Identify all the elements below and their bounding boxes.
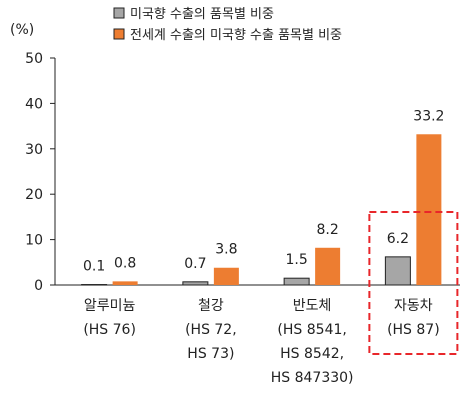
x-tick-label: (HS 72,	[185, 322, 237, 338]
bar	[315, 247, 341, 285]
data-label: 33.2	[413, 108, 444, 124]
bar	[283, 277, 310, 286]
data-label: 8.2	[316, 222, 338, 238]
x-tick-label: 자동차	[394, 298, 433, 314]
y-tick-label: 0	[34, 278, 43, 294]
bars: 0.1 0.8 0.7 3.8 1.5 8.2 6.2 33.2	[81, 108, 444, 286]
x-tick-label: (HS 87)	[387, 322, 440, 338]
y-tick-label: 40	[25, 96, 43, 112]
legend-swatch	[113, 7, 125, 19]
x-tick-label: HS 847330)	[271, 370, 354, 386]
x-tick-label: 반도체	[293, 298, 332, 314]
bar	[81, 284, 108, 286]
x-tick-label: 알루미늄	[84, 298, 136, 314]
highlight-group	[368, 211, 459, 355]
x-tick-label: 철강	[198, 298, 224, 314]
legend-label: 전세계 수출의 미국향 수출 품목별 비중	[130, 28, 342, 43]
bar	[112, 281, 138, 285]
legend-label: 미국향 수출의 품목별 비중	[130, 7, 274, 22]
y-tick-label: 30	[25, 142, 43, 158]
x-tick-label: (HS 76)	[83, 322, 136, 338]
bar	[416, 134, 442, 285]
data-label: 0.8	[114, 255, 136, 271]
x-axis-labels: 알루미늄 (HS 76) 철강 (HS 72, HS 73) 반도체 (HS 8541, HS…	[83, 298, 439, 386]
bar	[213, 267, 239, 285]
data-label: 0.1	[83, 259, 105, 275]
y-tick-label: 10	[25, 233, 43, 249]
data-label: 6.2	[387, 231, 409, 247]
x-tick-label: HS 73)	[187, 346, 234, 362]
y-tick-label: 20	[25, 187, 43, 203]
x-tick-label: HS 8542,	[280, 346, 344, 362]
bar	[384, 256, 411, 286]
highlight-box	[368, 211, 459, 355]
y-unit-label: (%)	[10, 22, 34, 38]
data-label: 1.5	[285, 252, 307, 268]
data-label: 3.8	[215, 242, 237, 258]
y-tick-label: 50	[25, 51, 43, 67]
data-label: 0.7	[184, 256, 206, 272]
bar	[182, 281, 209, 286]
legend-swatch	[113, 28, 125, 40]
x-tick-label: (HS 8541,	[277, 322, 346, 338]
